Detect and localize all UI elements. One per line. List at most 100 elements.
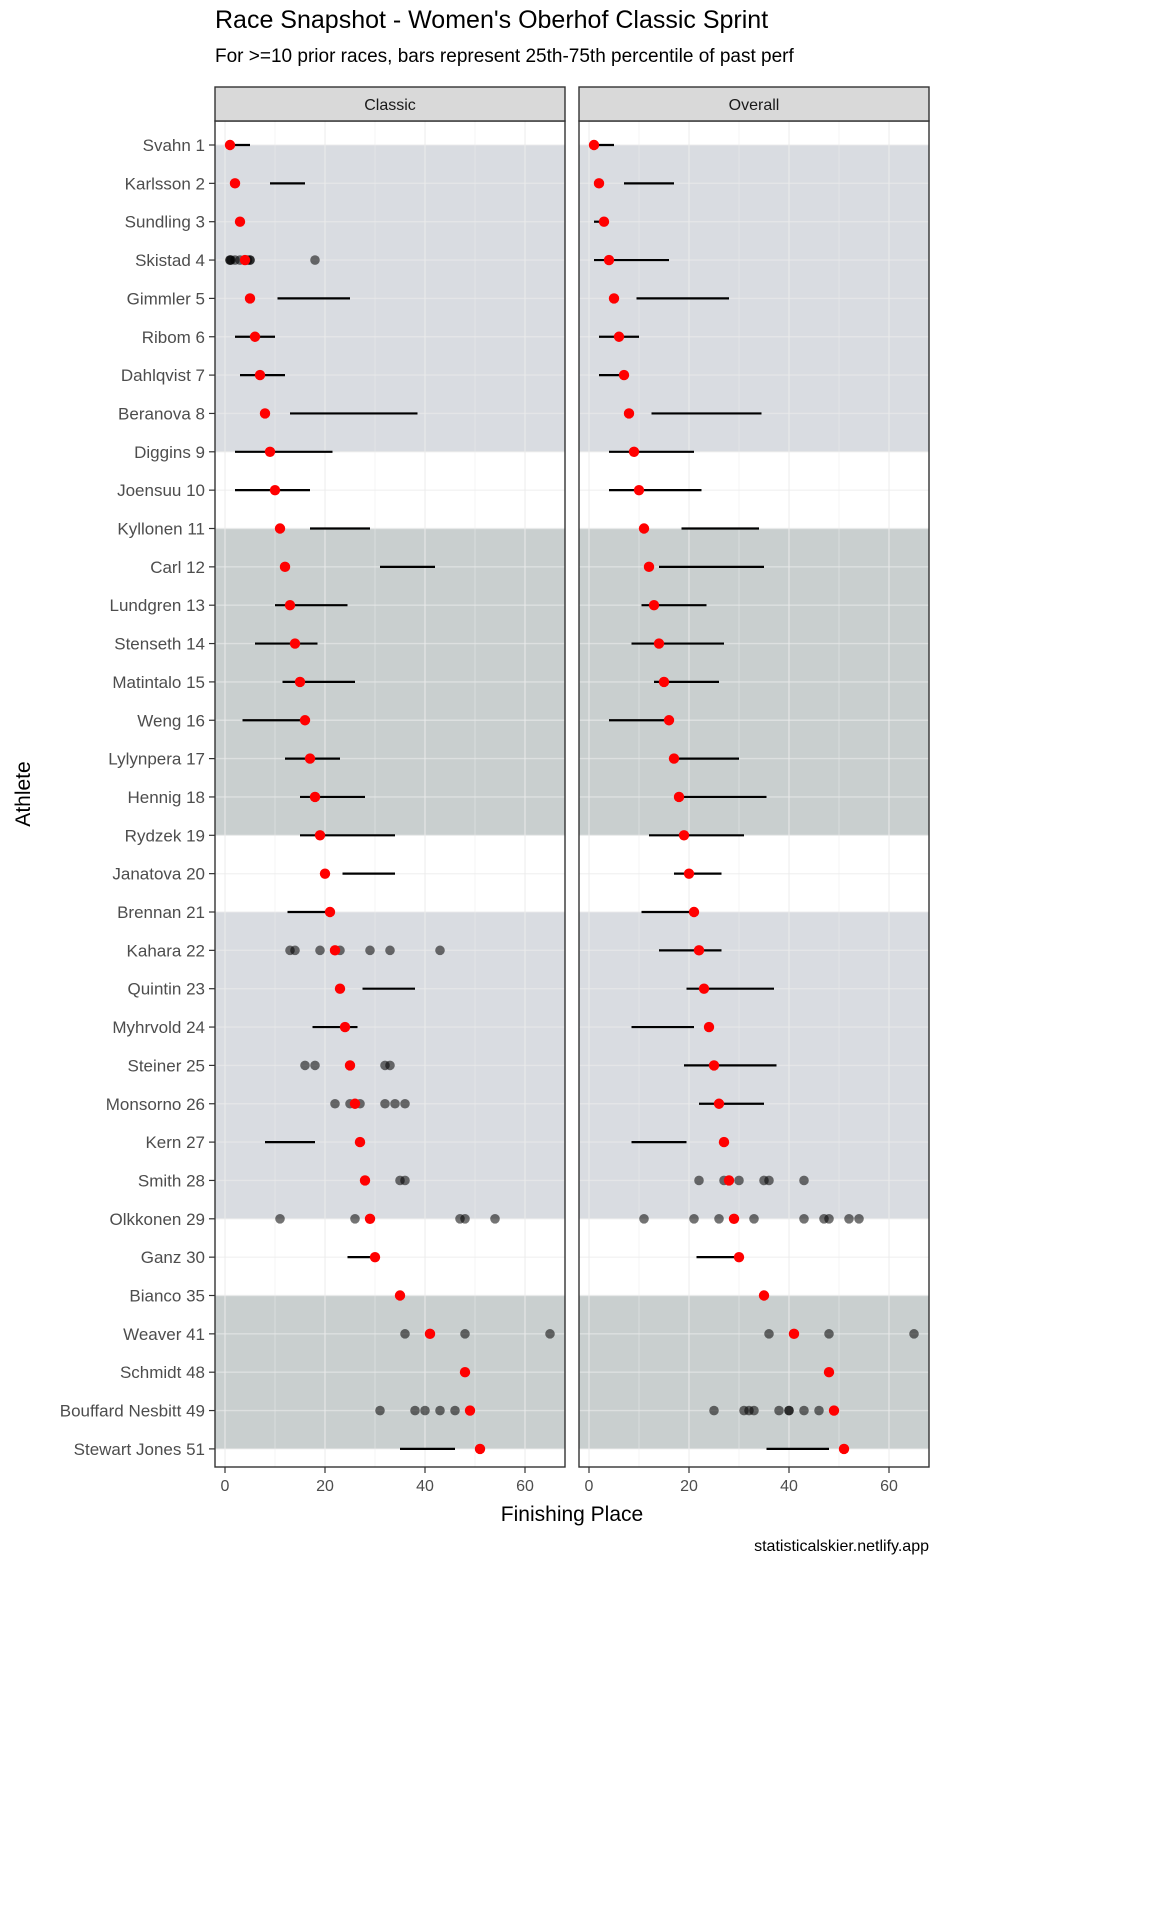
past-result-point	[694, 1175, 704, 1186]
race-snapshot-chart: Classic 0 20 40 60 Overall 0 20 40 60 Svahn 1 Karls…	[12, 86, 930, 1526]
current-result-point	[344, 1060, 356, 1071]
past-result-point	[330, 1098, 340, 1109]
past-result-point	[799, 1214, 809, 1224]
past-result-point	[310, 255, 320, 265]
athlete-label: Stenseth 14	[114, 635, 205, 654]
past-result-point	[814, 1405, 824, 1416]
current-result-point	[593, 178, 605, 189]
athlete-label: Dahlqvist 7	[121, 366, 205, 385]
x-tick-label: 60	[880, 1478, 898, 1495]
current-result-point	[723, 1175, 735, 1186]
athlete-label: Carl 12	[150, 558, 205, 577]
athlete-label: Ribom 6	[142, 328, 205, 347]
current-result-point	[613, 331, 625, 342]
current-result-point	[643, 561, 655, 573]
current-result-point	[678, 830, 690, 841]
current-result-point	[364, 1213, 376, 1225]
athlete-label: Skistad 4	[135, 251, 205, 270]
panel-strip	[214, 86, 566, 122]
x-tick-label: 60	[516, 1478, 534, 1495]
past-result-point	[365, 945, 375, 956]
current-result-point	[239, 254, 251, 266]
current-result-point	[274, 523, 286, 534]
current-result-point	[359, 1175, 371, 1186]
x-axis-title: Finishing Place	[501, 1503, 643, 1526]
x-tick-label: 40	[416, 1478, 434, 1495]
past-result-point	[799, 1405, 809, 1416]
current-result-point	[354, 1136, 366, 1148]
athlete-label: Kern 27	[145, 1133, 205, 1152]
x-tick-label: 0	[585, 1478, 594, 1495]
current-result-point	[623, 408, 635, 419]
current-result-point	[279, 561, 291, 573]
current-result-point	[459, 1367, 471, 1378]
past-result-point	[854, 1214, 864, 1224]
athlete-label: Weng 16	[137, 711, 205, 730]
athlete-label: Janatova 20	[112, 865, 205, 884]
athlete-label: Kyllonen 11	[117, 520, 205, 539]
chart-title: Race Snapshot - Women's Oberhof Classic …	[215, 6, 769, 34]
current-result-point	[713, 1098, 725, 1109]
current-result-point	[718, 1136, 730, 1148]
athlete-label: Schmidt 48	[120, 1363, 205, 1382]
past-result-point	[774, 1405, 784, 1416]
current-result-point	[603, 254, 615, 266]
past-result-point	[545, 1329, 555, 1339]
current-result-point	[259, 408, 271, 419]
past-result-point	[275, 1214, 285, 1224]
current-result-point	[424, 1328, 436, 1340]
past-result-point	[300, 1060, 310, 1071]
past-result-point	[350, 1214, 360, 1224]
athlete-label: Bouffard Nesbitt 49	[60, 1402, 205, 1421]
current-result-point	[299, 715, 311, 726]
chart-subtitle: For >=10 prior races, bars represent 25t…	[215, 46, 794, 67]
past-result-point	[450, 1405, 460, 1416]
y-axis-title: Athlete	[12, 761, 35, 826]
past-result-point	[844, 1214, 854, 1224]
current-result-point	[254, 369, 266, 381]
current-result-point	[638, 523, 650, 534]
past-result-point	[824, 1214, 834, 1224]
past-result-point	[385, 945, 395, 956]
current-result-point	[304, 753, 316, 764]
current-result-point	[728, 1213, 740, 1225]
athlete-label: Steiner 25	[128, 1056, 206, 1075]
current-result-point	[758, 1290, 770, 1301]
current-result-point	[229, 178, 241, 189]
panel-overall: Overall 0 20 40 60	[578, 86, 930, 1495]
current-result-point	[314, 830, 326, 841]
current-result-point	[334, 983, 346, 994]
current-result-point	[633, 484, 645, 496]
current-result-point	[628, 446, 640, 457]
current-result-point	[688, 906, 700, 918]
current-result-point	[708, 1060, 720, 1071]
current-result-point	[474, 1443, 486, 1455]
athlete-label: Rydzek 19	[125, 826, 205, 845]
past-result-point	[764, 1329, 774, 1339]
athlete-label: Quintin 23	[128, 980, 206, 999]
athlete-label: Beranova 8	[118, 404, 205, 423]
athlete-label: Brennan 21	[117, 903, 205, 922]
athlete-label: Myhrvold 24	[112, 1018, 205, 1037]
past-result-point	[315, 945, 325, 956]
current-result-point	[339, 1021, 351, 1033]
past-result-point	[460, 1214, 470, 1224]
current-result-point	[693, 945, 705, 956]
athlete-label: Matintalo 15	[112, 673, 205, 692]
current-result-point	[369, 1251, 381, 1263]
x-tick-label: 40	[780, 1478, 798, 1495]
current-result-point	[703, 1021, 715, 1033]
past-result-point	[749, 1405, 759, 1416]
past-result-point	[400, 1098, 410, 1109]
current-result-point	[733, 1251, 745, 1263]
current-result-point	[324, 906, 336, 918]
past-result-point	[909, 1329, 919, 1339]
past-result-point	[490, 1214, 500, 1224]
past-result-point	[400, 1175, 410, 1186]
current-result-point	[269, 484, 281, 496]
athlete-label: Ganz 30	[141, 1248, 205, 1267]
current-result-point	[658, 676, 670, 688]
chart-caption: statisticalskier.netlify.app	[754, 1538, 929, 1555]
current-result-point	[284, 600, 296, 611]
current-result-point	[683, 868, 695, 879]
